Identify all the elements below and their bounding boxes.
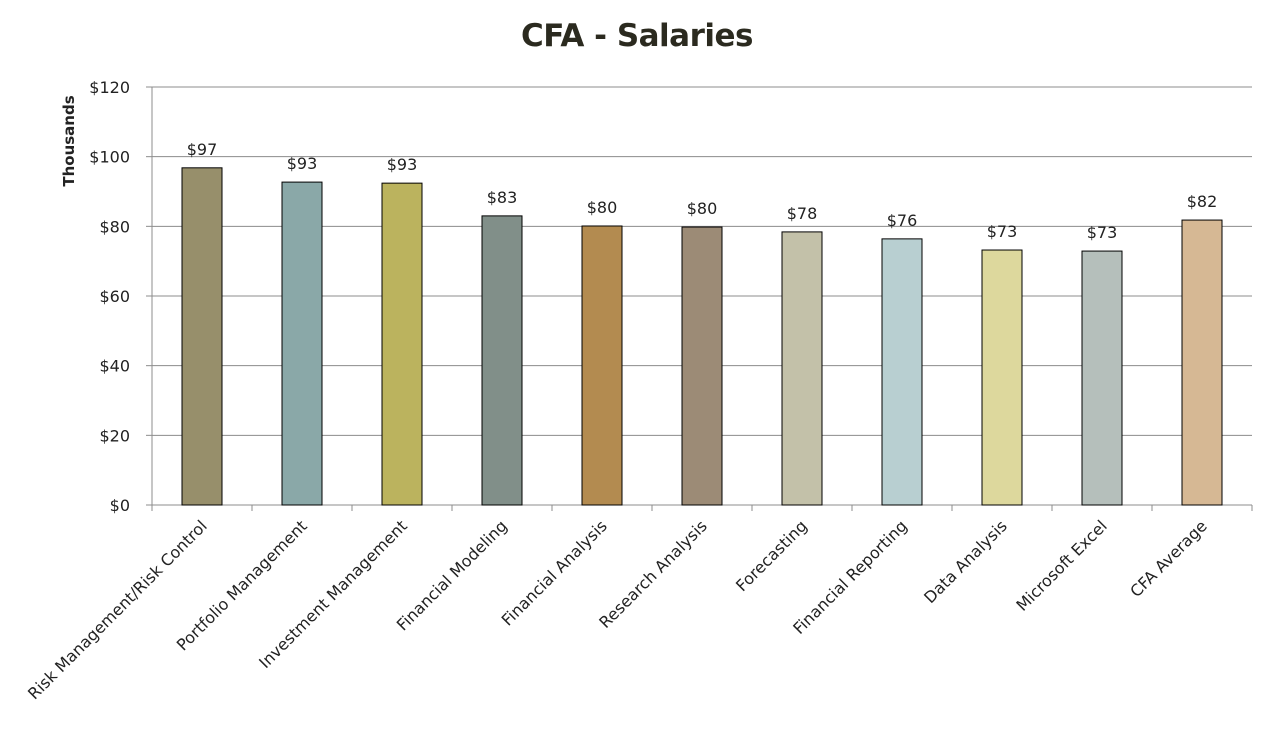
- bar: [581, 225, 623, 506]
- y-tick-label: $80: [99, 217, 130, 236]
- y-tick-label: $100: [89, 148, 130, 167]
- data-label: $82: [1187, 192, 1218, 211]
- y-tick-label: $20: [99, 426, 130, 445]
- bar: [1081, 250, 1123, 506]
- bar: [281, 181, 323, 506]
- y-tick-label: $0: [110, 496, 130, 515]
- y-tick-label: $40: [99, 357, 130, 376]
- bar: [781, 231, 823, 506]
- data-label: $76: [887, 211, 918, 230]
- x-tick-label: Financial Reporting: [789, 516, 911, 638]
- chart-title: CFA - Salaries: [521, 18, 754, 54]
- bar: [681, 226, 723, 506]
- bar: [881, 238, 923, 506]
- bar: [1181, 219, 1223, 506]
- x-tick-label: Risk Management/Risk Control: [24, 516, 211, 703]
- bar: [381, 182, 423, 506]
- x-tick-label: Financial Modeling: [393, 516, 511, 634]
- x-tick-label: Microsoft Excel: [1012, 516, 1110, 614]
- bar: [481, 215, 523, 506]
- data-label: $78: [787, 204, 818, 223]
- data-label: $97: [187, 140, 218, 159]
- bar: [981, 249, 1023, 506]
- x-tick-label: Financial Analysis: [498, 516, 611, 629]
- x-tick-label: CFA Average: [1126, 516, 1211, 601]
- bar: [181, 167, 223, 506]
- data-label: $73: [1087, 223, 1118, 242]
- y-tick-label: $120: [89, 78, 130, 97]
- y-tick-label: $60: [99, 287, 130, 306]
- data-label: $93: [387, 155, 418, 174]
- data-label: $80: [687, 199, 718, 218]
- x-tick-label: Research Analysis: [595, 516, 711, 632]
- y-axis-label: Thousands: [60, 95, 78, 186]
- data-label: $93: [287, 154, 318, 173]
- x-tick-label: Data Analysis: [920, 516, 1011, 607]
- x-tick-label: Forecasting: [732, 516, 811, 595]
- data-label: $80: [587, 198, 618, 217]
- data-label: $73: [987, 222, 1018, 241]
- data-label: $83: [487, 188, 518, 207]
